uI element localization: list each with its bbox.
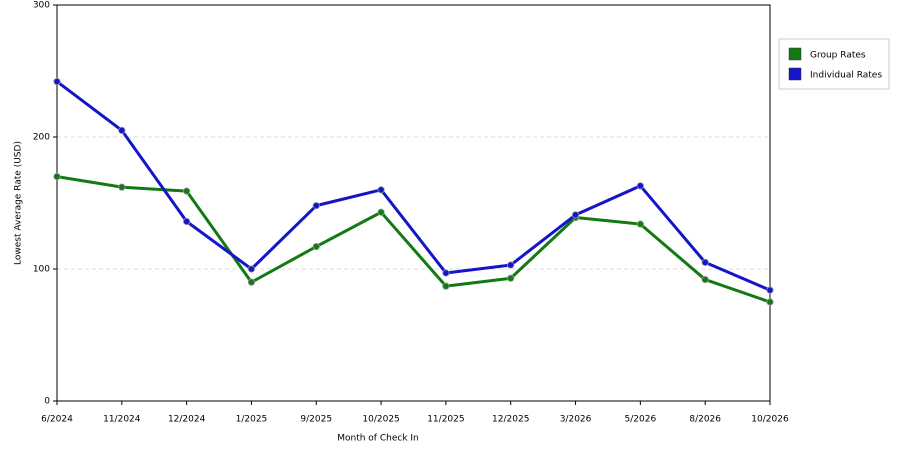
legend-swatch bbox=[788, 47, 802, 61]
data-point bbox=[442, 282, 450, 290]
data-point bbox=[377, 208, 385, 216]
y-tick-label: 0 bbox=[44, 397, 50, 407]
legend-swatch bbox=[788, 67, 802, 81]
x-tick-label: 8/2026 bbox=[689, 415, 721, 425]
x-tick-label: 10/2025 bbox=[362, 415, 399, 425]
x-tick-label: 10/2026 bbox=[751, 415, 789, 425]
data-point bbox=[312, 242, 320, 251]
data-point bbox=[377, 186, 385, 194]
y-tick-label: 300 bbox=[33, 1, 50, 11]
data-point bbox=[701, 258, 709, 266]
legend: Group Rates Individual Rates bbox=[778, 38, 890, 90]
x-tick-label: 3/2026 bbox=[560, 415, 592, 425]
data-point bbox=[247, 278, 256, 286]
data-point bbox=[183, 217, 191, 226]
data-point bbox=[53, 77, 61, 86]
y-tick-label: 200 bbox=[33, 133, 50, 143]
data-point bbox=[571, 211, 580, 219]
data-point bbox=[766, 286, 774, 294]
series-line bbox=[56, 175, 771, 304]
data-point bbox=[507, 261, 515, 269]
x-axis-label: Month of Check In bbox=[337, 434, 419, 444]
legend-label: Individual Rates bbox=[810, 71, 882, 81]
y-tick-label: 100 bbox=[33, 265, 50, 275]
data-point bbox=[312, 202, 320, 210]
x-tick-label: 9/2025 bbox=[300, 415, 332, 425]
x-tick-label: 6/2024 bbox=[41, 415, 73, 425]
x-tick-label: 12/2024 bbox=[168, 415, 206, 425]
data-point bbox=[118, 183, 126, 191]
x-tick-label: 11/2024 bbox=[103, 415, 141, 425]
series-line bbox=[56, 80, 771, 292]
x-tick-label: 5/2026 bbox=[625, 415, 657, 425]
legend-label: Group Rates bbox=[810, 51, 866, 61]
data-point bbox=[247, 265, 256, 273]
data-point bbox=[636, 182, 644, 190]
data-point bbox=[766, 298, 774, 306]
data-point bbox=[507, 274, 515, 282]
legend-box bbox=[778, 38, 890, 90]
plot-frame bbox=[56, 4, 771, 402]
x-tick-label: 1/2025 bbox=[236, 415, 268, 425]
x-tick-label: 12/2025 bbox=[492, 415, 529, 425]
data-point bbox=[636, 220, 644, 228]
data-point bbox=[118, 126, 126, 134]
data-point bbox=[53, 173, 61, 181]
x-tick-label: 11/2025 bbox=[427, 415, 464, 425]
y-axis-label: Lowest Average Rate (USD) bbox=[14, 141, 24, 265]
data-point bbox=[183, 187, 191, 195]
data-point bbox=[701, 275, 709, 284]
data-point bbox=[442, 269, 450, 277]
